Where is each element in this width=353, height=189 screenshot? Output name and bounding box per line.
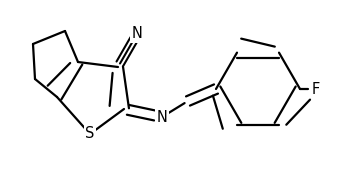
Text: F: F [312, 81, 320, 97]
Text: N: N [132, 26, 143, 41]
Text: S: S [85, 126, 95, 142]
Text: N: N [157, 109, 167, 125]
